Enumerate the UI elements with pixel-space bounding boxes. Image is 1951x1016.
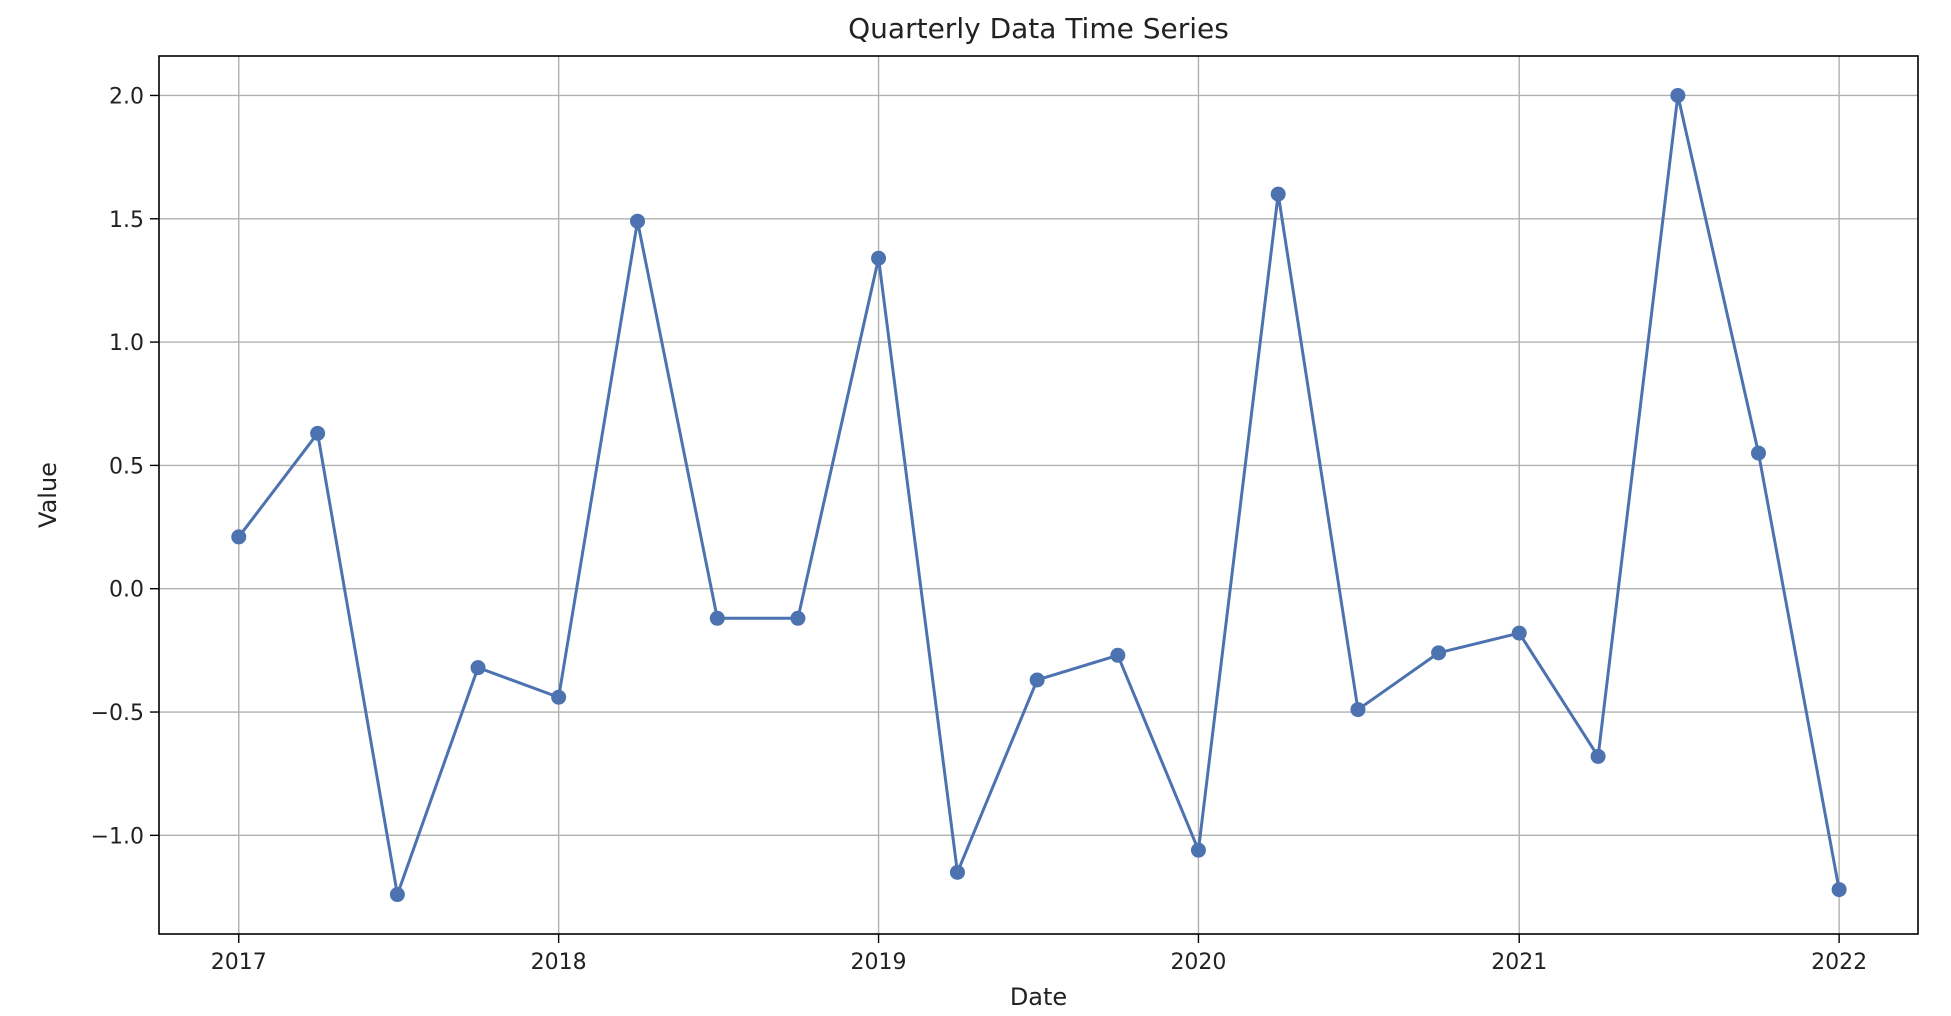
data-point <box>389 887 405 903</box>
chart-title: Quarterly Data Time Series <box>848 12 1229 45</box>
data-point <box>1431 645 1447 661</box>
data-point <box>1029 672 1045 688</box>
x-tick-label: 2019 <box>851 950 907 975</box>
x-axis-title: Date <box>1010 983 1067 1011</box>
y-tick-label: 1.5 <box>109 208 144 233</box>
data-point <box>1350 702 1366 718</box>
data-point <box>1110 647 1126 663</box>
data-point <box>1831 882 1847 898</box>
x-tick-label: 2020 <box>1170 950 1226 975</box>
data-point <box>949 864 965 880</box>
data-point <box>231 529 247 545</box>
x-tick-label: 2017 <box>211 950 267 975</box>
data-point <box>1590 748 1606 764</box>
y-tick-label: 0.0 <box>109 578 144 603</box>
data-point <box>1750 445 1766 461</box>
axis-ticks: 2017 2018 2019 2020 2021 2022 −1.0 −0.5 0.0 0.5 1.… <box>91 84 1868 975</box>
data-point <box>1190 842 1206 858</box>
y-axis-title: Value <box>34 462 62 528</box>
grid <box>159 56 1918 934</box>
series <box>231 87 1847 903</box>
data-point <box>551 689 567 705</box>
data-point <box>470 660 486 676</box>
y-tick-label: −1.0 <box>91 824 144 849</box>
data-point <box>1670 87 1686 103</box>
plot-frame <box>158 55 1919 935</box>
data-point <box>630 213 646 229</box>
data-point <box>1270 186 1286 202</box>
y-tick-label: 1.0 <box>109 331 144 356</box>
data-point <box>1511 625 1527 641</box>
x-tick-label: 2021 <box>1491 950 1547 975</box>
y-tick-label: −0.5 <box>91 701 144 726</box>
data-point <box>310 425 326 441</box>
data-point <box>709 610 725 626</box>
series-line <box>237 93 1841 897</box>
y-tick-label: 2.0 <box>109 84 144 109</box>
y-tick-label: 0.5 <box>109 454 144 479</box>
data-point <box>871 250 887 266</box>
x-tick-label: 2022 <box>1811 950 1867 975</box>
x-tick-label: 2018 <box>531 950 587 975</box>
data-point <box>790 610 806 626</box>
